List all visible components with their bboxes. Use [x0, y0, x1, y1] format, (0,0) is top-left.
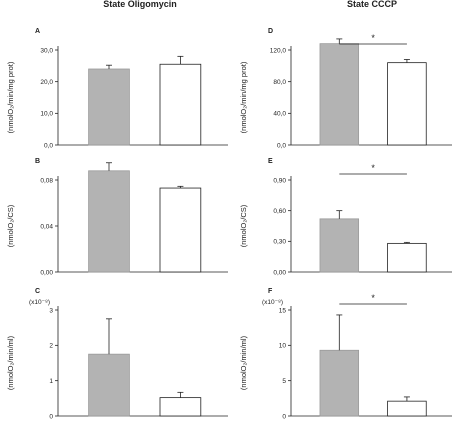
panel-f-bar-treated — [387, 400, 427, 417]
panel-c-letter: C — [35, 288, 40, 295]
panel-c-bar-treated — [159, 397, 202, 417]
panel-d-bar-treated — [387, 62, 427, 146]
panel-a-ytick-label: 0,0 — [44, 142, 53, 149]
panel-e-letter: E — [268, 158, 273, 165]
panel-b-bar-treated — [159, 187, 202, 273]
panel-b-ytick-label: 0,00 — [40, 269, 53, 276]
panel-d-letter: D — [268, 28, 273, 35]
panel-e-ytick-label: 0,00 — [273, 269, 286, 276]
panel-f-significance-star: * — [371, 293, 375, 303]
panel-c-ylabel: (nmolO₂/min/ml) — [6, 335, 15, 390]
panel-d-ytick-label: 0,0 — [277, 142, 286, 149]
panel-b-ytick-label: 0,04 — [40, 223, 53, 230]
panel-a-letter: A — [35, 28, 40, 35]
panel-e-bar-treated — [387, 242, 427, 273]
panel-e-ytick-label: 0,60 — [273, 208, 286, 215]
panel-d-ytick-label: 120,0 — [270, 47, 287, 54]
panel-f-bar-control — [319, 349, 360, 417]
panel-d-ylabel: (nmolO₂/min/mg prot) — [239, 61, 248, 133]
panel-e-significance-star: * — [371, 163, 375, 173]
panel-d-ytick-label: 40,0 — [273, 111, 286, 118]
panel-c-ytick-label: 0 — [49, 413, 53, 420]
panel-a-bar-control — [88, 68, 130, 146]
panel-d-significance-star: * — [371, 33, 375, 43]
panel-f-ytick-label: 15 — [279, 307, 287, 314]
panel-b-bar-control — [88, 170, 130, 273]
panel-c-ytick-label: 1 — [49, 378, 53, 385]
panel-d-bar-control — [319, 43, 360, 146]
panel-e-bar-control — [319, 218, 360, 273]
panel-c-bar-control — [88, 353, 130, 417]
panel-f-multiplier: (x10⁻⁸) — [262, 299, 283, 306]
panel-b-ylabel: (nmolO₂/CS) — [6, 204, 15, 247]
panel-c-ytick-label: 3 — [49, 307, 53, 314]
panel-a-bar-treated — [159, 63, 202, 146]
panel-c-ytick-label: 2 — [49, 343, 53, 350]
panel-f-ytick-label: 10 — [279, 343, 287, 350]
panel-b-ytick-label: 0,08 — [40, 177, 53, 184]
panel-a-ytick-label: 20,0 — [40, 79, 53, 86]
title-right: State CCCP — [347, 0, 397, 9]
panel-a-ytick-label: 10,0 — [40, 111, 53, 118]
panel-d-ytick-label: 80,0 — [273, 79, 286, 86]
panel-e-ytick-label: 0,90 — [273, 177, 286, 184]
panel-b-letter: B — [35, 158, 40, 165]
panel-f-ylabel: (nmolO₂/min/ml) — [239, 335, 248, 390]
panel-f-ytick-label: 0 — [282, 413, 286, 420]
panel-f-ytick-label: 5 — [282, 378, 286, 385]
title-left: State Oligomycin — [103, 0, 177, 9]
panel-f-letter: F — [268, 288, 273, 295]
panel-e-ylabel: (nmolO₂/CS) — [239, 204, 248, 247]
panel-e-ytick-label: 0,30 — [273, 239, 286, 246]
panel-a-ylabel: (nmolO₂/min/mg prot) — [6, 61, 15, 133]
panel-a-ytick-label: 30,0 — [40, 47, 53, 54]
panel-c-multiplier: (x10⁻⁸) — [29, 299, 50, 306]
